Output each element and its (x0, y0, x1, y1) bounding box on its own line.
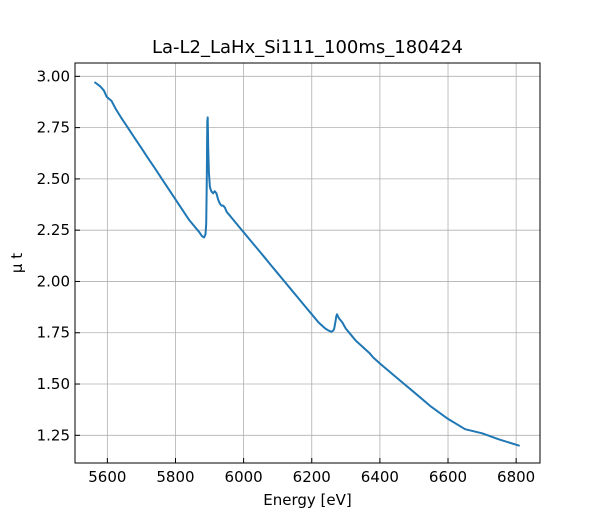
series-layer (94, 81, 520, 447)
y-tick-label: 2.25 (37, 221, 70, 239)
x-tick-label: 5800 (156, 468, 194, 486)
y-axis-label: μ t (8, 253, 26, 273)
ticks: 5600 5800 6000 6200 6400 6600 6800 1.25 1.50 1.75… (37, 67, 536, 486)
grid (75, 63, 540, 463)
y-tick-label: 2.50 (37, 170, 70, 188)
chart-title: La-L2_LaHx_Si111_100ms_180424 (152, 37, 463, 58)
y-tick-label: 2.75 (37, 119, 70, 137)
x-axis-label: Energy [eV] (263, 491, 351, 509)
x-tick-label: 6600 (429, 468, 467, 486)
y-tick-label: 3.00 (37, 67, 70, 85)
plot-frame (74, 62, 541, 464)
x-tick-label: 6000 (225, 468, 263, 486)
x-tick-label: 6400 (361, 468, 399, 486)
x-tick-label: 6200 (293, 468, 331, 486)
series-line (94, 81, 520, 447)
y-tick-label: 1.50 (37, 375, 70, 393)
y-tick-label: 1.75 (37, 324, 70, 342)
x-tick-label: 6800 (497, 468, 535, 486)
x-tick-label: 5600 (88, 468, 126, 486)
y-tick-label: 1.25 (37, 426, 70, 444)
y-tick-label: 2.00 (37, 272, 70, 290)
